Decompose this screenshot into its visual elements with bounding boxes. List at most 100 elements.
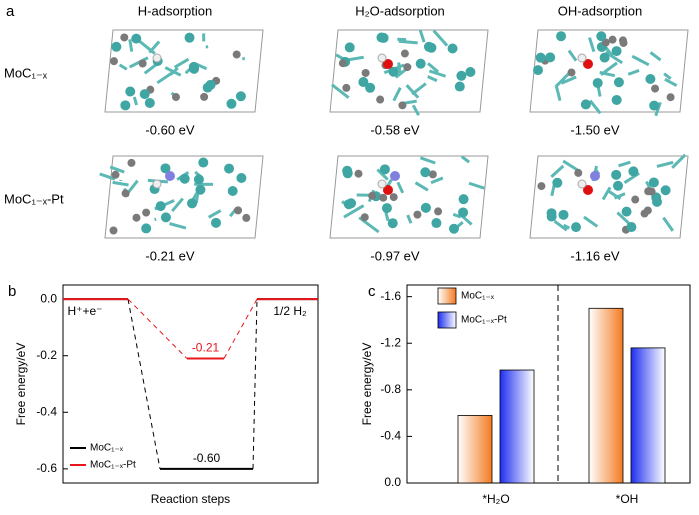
atom [200, 92, 209, 101]
atom [189, 63, 200, 74]
pt-atom [390, 171, 400, 181]
legend-label: MoC₁₋ₓ-Pt [90, 460, 136, 471]
bond [601, 186, 612, 201]
bond [396, 181, 405, 194]
atom [111, 170, 120, 179]
atom [613, 180, 624, 191]
value-label: -0.21 [192, 341, 220, 355]
bond [418, 29, 426, 43]
connector [252, 299, 258, 469]
atom [431, 218, 442, 229]
bond [343, 204, 365, 219]
cell-outline [104, 29, 264, 113]
y-tick-label: -0.8 [380, 382, 401, 396]
bond [132, 96, 138, 106]
atom [660, 185, 671, 196]
hydrogen [152, 53, 162, 63]
atom [127, 158, 136, 167]
row-label: MoC₁₋ₓ [4, 65, 48, 80]
bar [499, 369, 535, 484]
atom [651, 84, 660, 93]
atom [226, 98, 237, 109]
atom [666, 93, 675, 102]
atom [648, 177, 659, 188]
atom [120, 33, 129, 42]
bond [550, 164, 565, 178]
bond [452, 212, 462, 219]
atom [546, 211, 557, 222]
bond [604, 50, 624, 65]
bar [588, 307, 624, 484]
y-axis-label: Free energy/eV [360, 343, 374, 426]
atom [342, 83, 351, 92]
plot-frame [62, 284, 319, 484]
atom [613, 77, 624, 88]
atom [428, 170, 437, 179]
y-tick-label: -1.6 [380, 289, 401, 303]
atom [533, 65, 544, 76]
atom [426, 42, 437, 53]
atom [132, 213, 141, 222]
atom [141, 223, 152, 234]
y-tick-label: -0.4 [380, 429, 401, 443]
atom [415, 58, 426, 69]
bond [427, 75, 438, 83]
atom [343, 199, 354, 210]
energy-label: -1.16 eV [570, 248, 619, 263]
legend-swatch [437, 287, 457, 305]
atom [398, 101, 407, 110]
legend-label: MoC₁₋ₓ [90, 443, 124, 454]
bond [663, 72, 672, 80]
atom [360, 213, 369, 222]
bond [148, 40, 161, 54]
atom [403, 63, 412, 72]
atom [621, 206, 632, 217]
bond [398, 39, 418, 45]
atom [193, 174, 204, 185]
connector [127, 299, 161, 469]
hydrogen [577, 53, 587, 63]
cell-outline [529, 155, 689, 239]
oxygen [583, 185, 593, 195]
atom [342, 165, 353, 176]
atom [195, 184, 206, 195]
bond [588, 37, 596, 53]
atom [198, 157, 209, 168]
bond [414, 181, 429, 192]
bond [405, 84, 420, 99]
atom [611, 169, 622, 180]
atom [649, 100, 660, 111]
value-label: -0.60 [193, 451, 221, 465]
energy-label: -0.58 eV [370, 122, 419, 137]
panel-label: b [8, 283, 16, 300]
energy-label: -0.60 eV [145, 122, 194, 137]
y-axis-label: Free energy/eV [14, 343, 28, 426]
bond [662, 216, 675, 232]
atom [647, 187, 656, 196]
bond [631, 54, 650, 67]
atom [187, 198, 198, 209]
atom [387, 218, 398, 229]
atom [388, 66, 399, 77]
atom [456, 70, 467, 81]
structures [99, 29, 689, 239]
atom [592, 77, 603, 88]
panel-label: a [6, 3, 15, 20]
atom [234, 206, 243, 215]
bond [427, 62, 440, 74]
bond [171, 197, 184, 213]
energy-label: -0.97 eV [370, 248, 419, 263]
atom [376, 95, 385, 104]
atom [120, 100, 131, 111]
step-label: 1/2 H₂ [273, 304, 307, 318]
atom [556, 31, 567, 42]
atom [420, 202, 431, 213]
pt-atom [590, 171, 600, 181]
bond [671, 153, 687, 169]
atom [121, 189, 130, 198]
atom [448, 223, 459, 234]
atom [236, 173, 247, 184]
atom [580, 99, 591, 110]
cell-outline [329, 155, 489, 239]
